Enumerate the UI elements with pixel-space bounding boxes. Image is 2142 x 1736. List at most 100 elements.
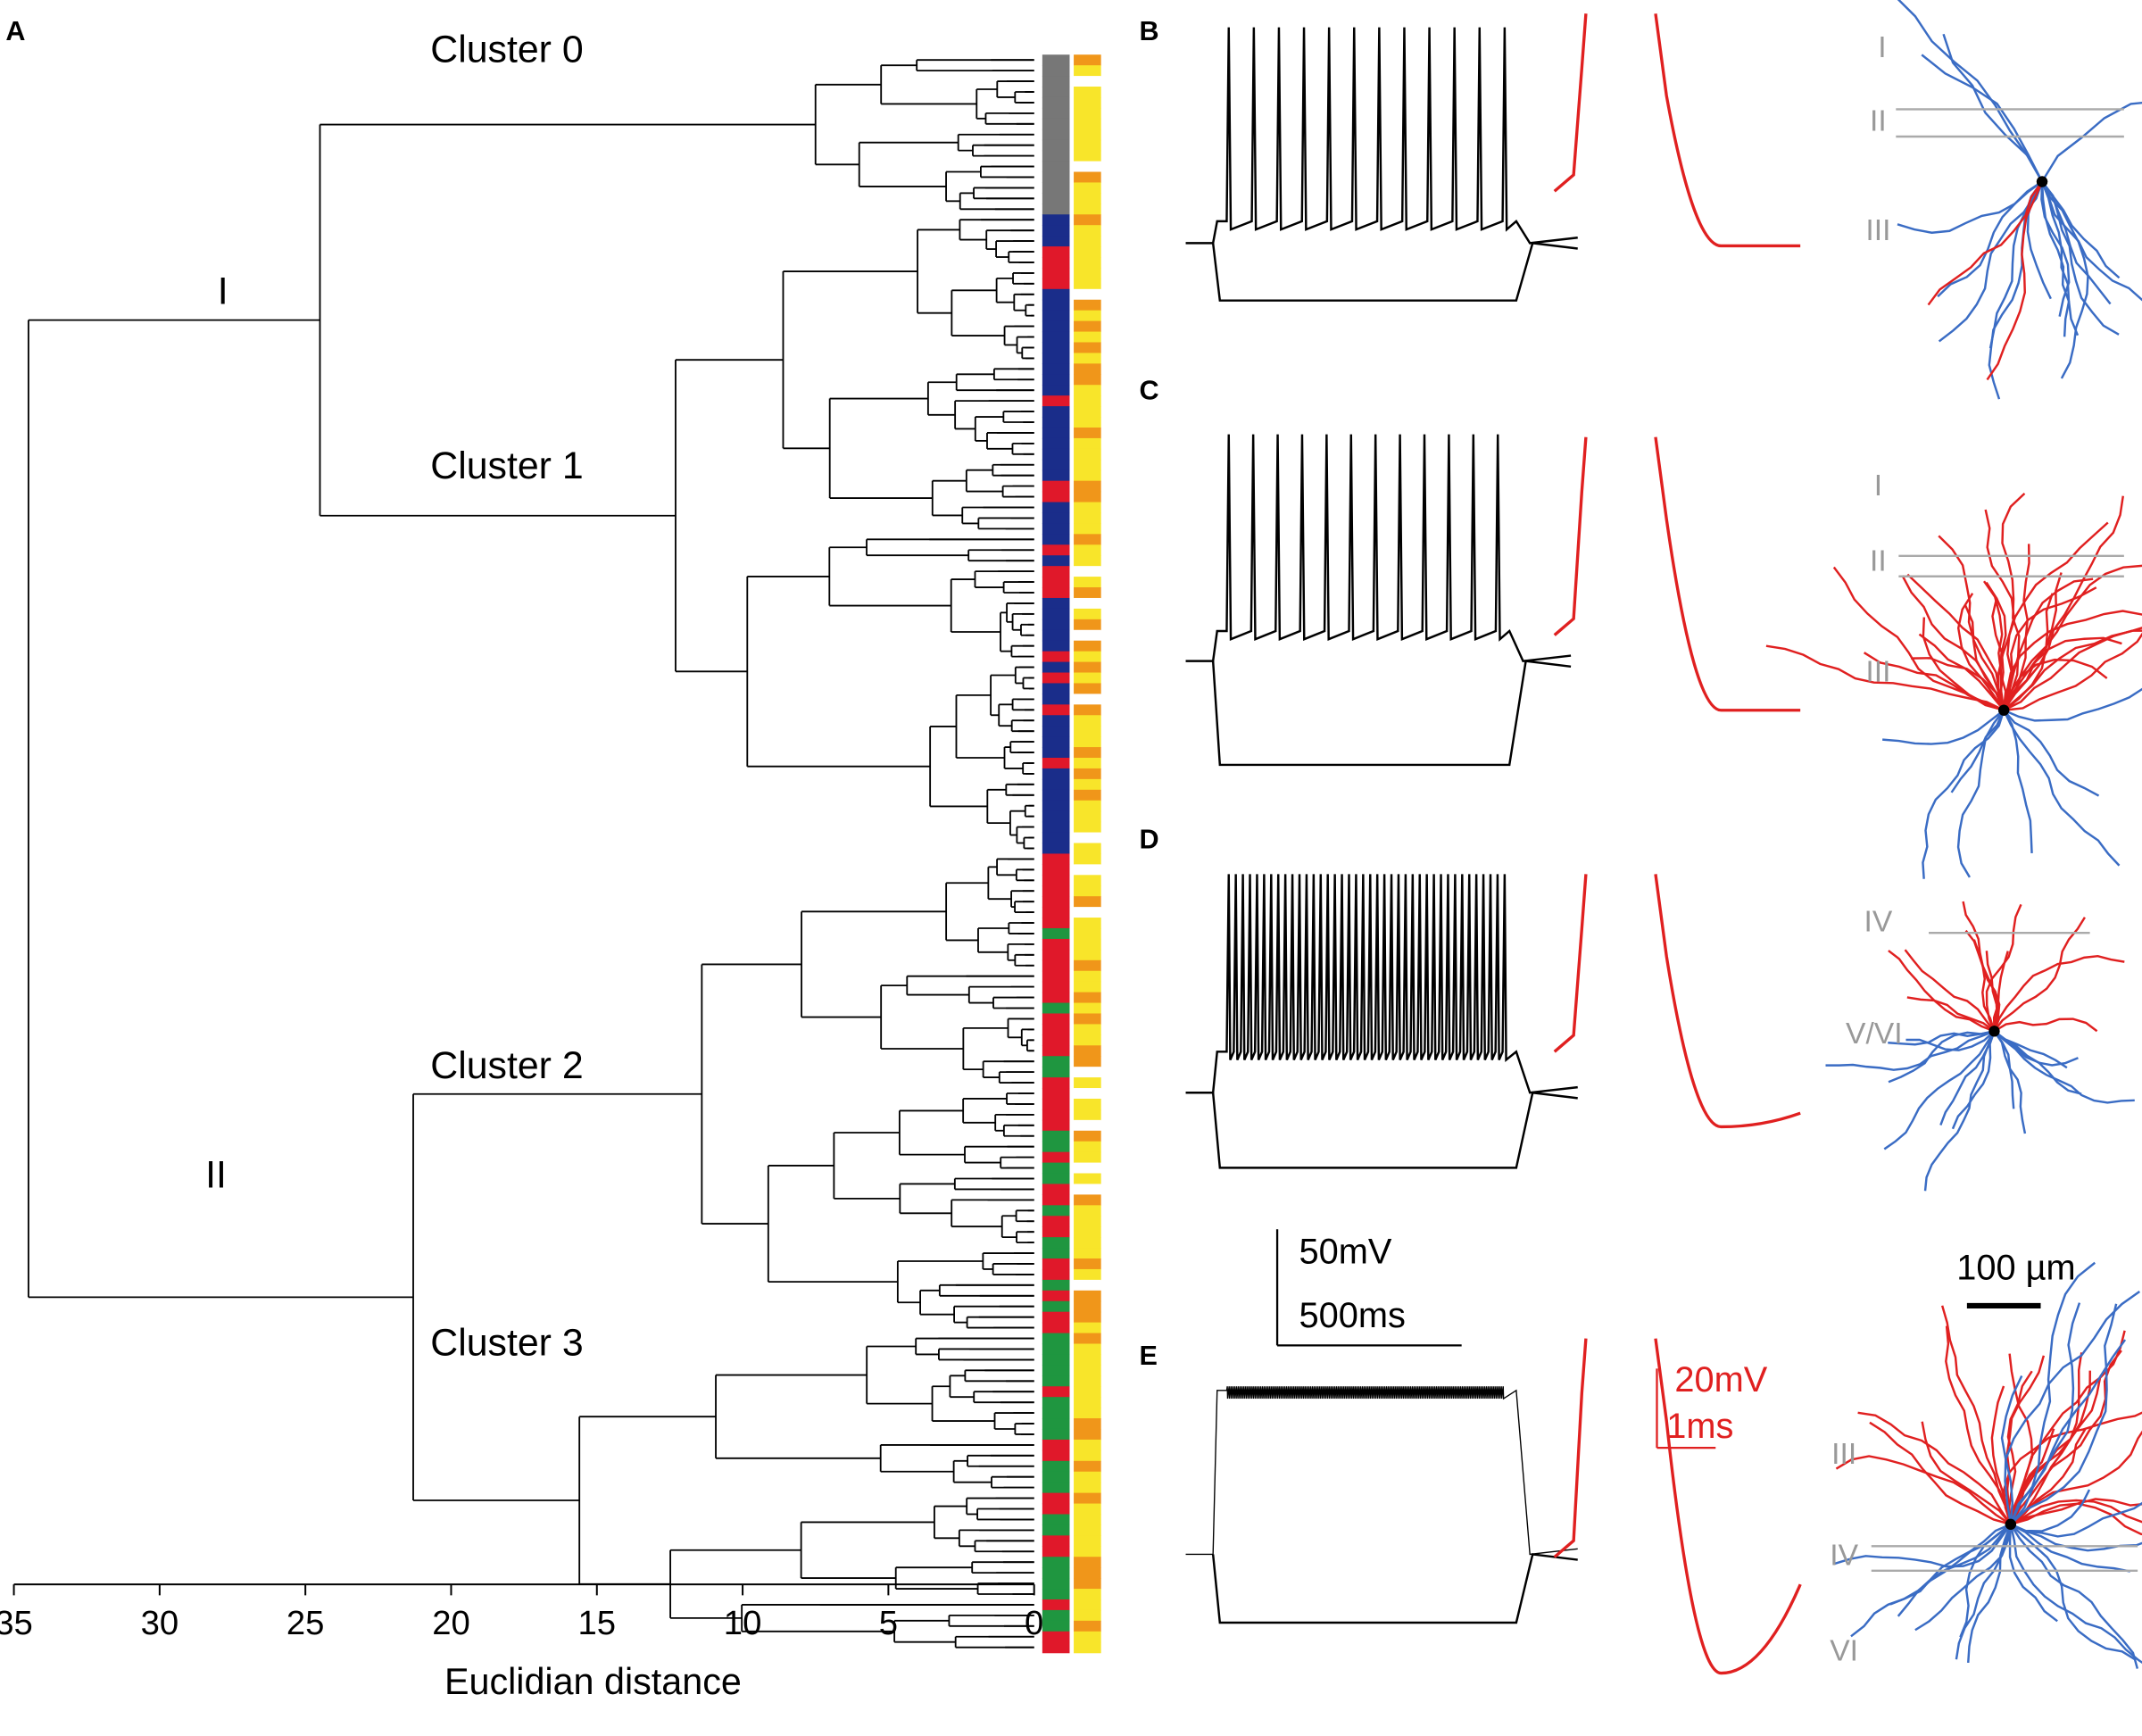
dendrite <box>1921 54 2044 183</box>
dendrite <box>2003 710 2121 867</box>
scale-label: 100 µm <box>1956 1249 2075 1288</box>
dendrite <box>2001 493 2026 711</box>
dendrite <box>1993 917 2086 1033</box>
class-bar <box>1074 661 1101 674</box>
voltage-trace <box>1211 242 1578 302</box>
class-bar <box>1074 1567 1101 1579</box>
class-bar <box>1042 278 1070 290</box>
class-bar <box>1074 204 1101 215</box>
class-bar <box>1074 1119 1101 1132</box>
class-bar <box>1042 76 1070 87</box>
dendrite <box>1888 950 1995 1033</box>
class-bar <box>1042 1141 1070 1153</box>
class-bar <box>1074 1034 1101 1046</box>
class-bar <box>1042 459 1070 471</box>
class-bar <box>1074 1503 1101 1516</box>
class-bar <box>1042 310 1070 322</box>
action-potential <box>1654 436 1801 712</box>
class-bar <box>1074 992 1101 1004</box>
class-bar <box>1074 1141 1101 1153</box>
class-bar <box>1074 406 1101 418</box>
class-bar <box>1074 1333 1101 1345</box>
class-bar <box>1042 1365 1070 1376</box>
dendrite <box>2003 709 2100 797</box>
layer-label: VI <box>1830 1635 1858 1668</box>
class-bar <box>1042 959 1070 972</box>
x-tick-label: 15 <box>577 1604 616 1642</box>
class-bar <box>1074 1428 1101 1441</box>
class-bar <box>1042 726 1070 737</box>
class-bar <box>1042 427 1070 439</box>
dendrite <box>2041 180 2120 336</box>
dendrite <box>2008 1524 2058 1623</box>
class-bar <box>1042 480 1070 493</box>
class-bar <box>1074 342 1101 354</box>
x-tick-label: 30 <box>141 1604 179 1642</box>
dendrite <box>1950 710 2005 793</box>
class-bar <box>1042 331 1070 344</box>
class-bar <box>1042 843 1070 855</box>
class-bar <box>1074 118 1101 130</box>
class-bar <box>1074 1322 1101 1334</box>
dendrite <box>2010 1499 2142 1525</box>
dendrite <box>1939 1030 1996 1125</box>
class-bar <box>1074 1408 1101 1419</box>
x-tick-label: 25 <box>286 1604 325 1642</box>
class-bar <box>1074 629 1101 642</box>
class-bar <box>1074 1397 1101 1408</box>
dendrite <box>1942 33 2044 183</box>
class-bar <box>1074 1641 1101 1654</box>
class-bar <box>1042 1449 1070 1462</box>
class-bar <box>1042 54 1070 66</box>
class-bar <box>1074 1237 1101 1249</box>
class-bar <box>1042 629 1070 642</box>
class-bar <box>1074 853 1101 865</box>
class-bar <box>1074 246 1101 258</box>
dendrite <box>1985 581 2007 710</box>
class-bar <box>1042 502 1070 514</box>
dendrite <box>1937 180 2043 298</box>
dendrite <box>1906 996 1996 1033</box>
action-potential <box>1654 874 1801 1129</box>
class-bar <box>1074 1365 1101 1376</box>
x-tick-label: 0 <box>1025 1604 1043 1642</box>
class-bar <box>1074 320 1101 333</box>
class-bar <box>1074 544 1101 556</box>
class-bar <box>1042 161 1070 173</box>
layer-label: V/VI <box>1846 1018 1903 1051</box>
class-bar <box>1074 810 1101 823</box>
scale-label: 500ms <box>1299 1296 1406 1335</box>
dendrite <box>2026 180 2052 300</box>
dendrite <box>2009 1330 2126 1525</box>
panel-label: E <box>1140 1341 1158 1371</box>
class-bar <box>1074 1546 1101 1557</box>
class-bar <box>1042 1173 1070 1185</box>
class-bar <box>1074 96 1101 109</box>
cluster-label: Cluster 1 <box>430 444 583 487</box>
class-bar <box>1042 1439 1070 1451</box>
dendrite <box>1835 1455 2012 1525</box>
class-bar <box>1042 129 1070 141</box>
class-bar <box>1074 715 1101 727</box>
class-bar <box>1042 1311 1070 1324</box>
class-bar <box>1074 1599 1101 1611</box>
dendrite <box>1986 181 2044 381</box>
soma <box>1988 1026 2000 1037</box>
class-bar <box>1042 107 1070 120</box>
class-bar <box>1042 1492 1070 1505</box>
class-bar <box>1042 970 1070 983</box>
dendrite <box>1922 617 2005 711</box>
class-bar <box>1042 853 1070 865</box>
branch-label: II <box>205 1153 227 1196</box>
dendrite <box>1993 1030 2015 1109</box>
class-bar <box>1074 768 1101 780</box>
class-bar <box>1042 927 1070 940</box>
class-bar <box>1042 704 1070 716</box>
class-bar <box>1074 150 1101 162</box>
class-bar <box>1042 1546 1070 1557</box>
dendrite <box>2010 1430 2142 1525</box>
class-bar <box>1042 1557 1070 1568</box>
dendrite <box>1832 566 2005 711</box>
dendrite <box>2000 1375 2023 1524</box>
class-bar <box>1074 288 1101 301</box>
